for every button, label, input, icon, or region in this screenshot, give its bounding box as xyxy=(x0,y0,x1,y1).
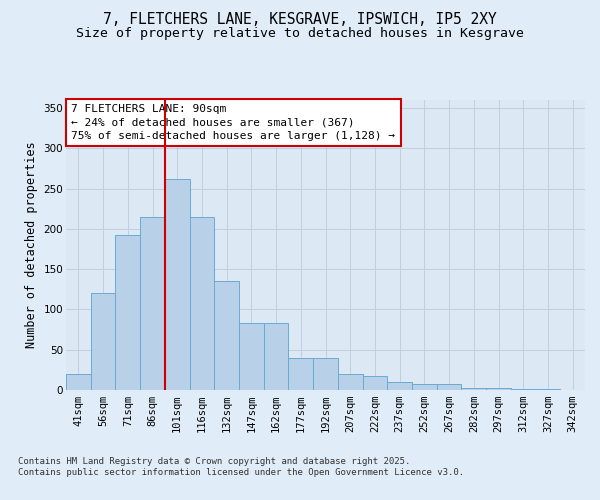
Bar xyxy=(461,388,486,390)
Bar xyxy=(165,179,190,390)
Bar xyxy=(264,323,289,390)
Bar xyxy=(239,323,264,390)
Bar xyxy=(140,217,165,390)
Bar xyxy=(387,382,412,390)
Bar xyxy=(338,374,362,390)
Bar xyxy=(66,374,91,390)
Bar xyxy=(412,384,437,390)
Bar xyxy=(437,384,461,390)
Text: Contains HM Land Registry data © Crown copyright and database right 2025.
Contai: Contains HM Land Registry data © Crown c… xyxy=(18,458,464,477)
Bar xyxy=(91,294,115,390)
Bar xyxy=(536,389,560,390)
Bar xyxy=(511,389,536,390)
Bar xyxy=(313,358,338,390)
Text: Size of property relative to detached houses in Kesgrave: Size of property relative to detached ho… xyxy=(76,28,524,40)
Bar xyxy=(115,234,140,390)
Bar xyxy=(214,281,239,390)
Text: 7 FLETCHERS LANE: 90sqm
← 24% of detached houses are smaller (367)
75% of semi-d: 7 FLETCHERS LANE: 90sqm ← 24% of detache… xyxy=(71,104,395,141)
Bar xyxy=(362,376,387,390)
Bar xyxy=(289,358,313,390)
Text: 7, FLETCHERS LANE, KESGRAVE, IPSWICH, IP5 2XY: 7, FLETCHERS LANE, KESGRAVE, IPSWICH, IP… xyxy=(103,12,497,28)
Bar xyxy=(486,388,511,390)
Bar xyxy=(190,217,214,390)
Y-axis label: Number of detached properties: Number of detached properties xyxy=(25,142,38,348)
